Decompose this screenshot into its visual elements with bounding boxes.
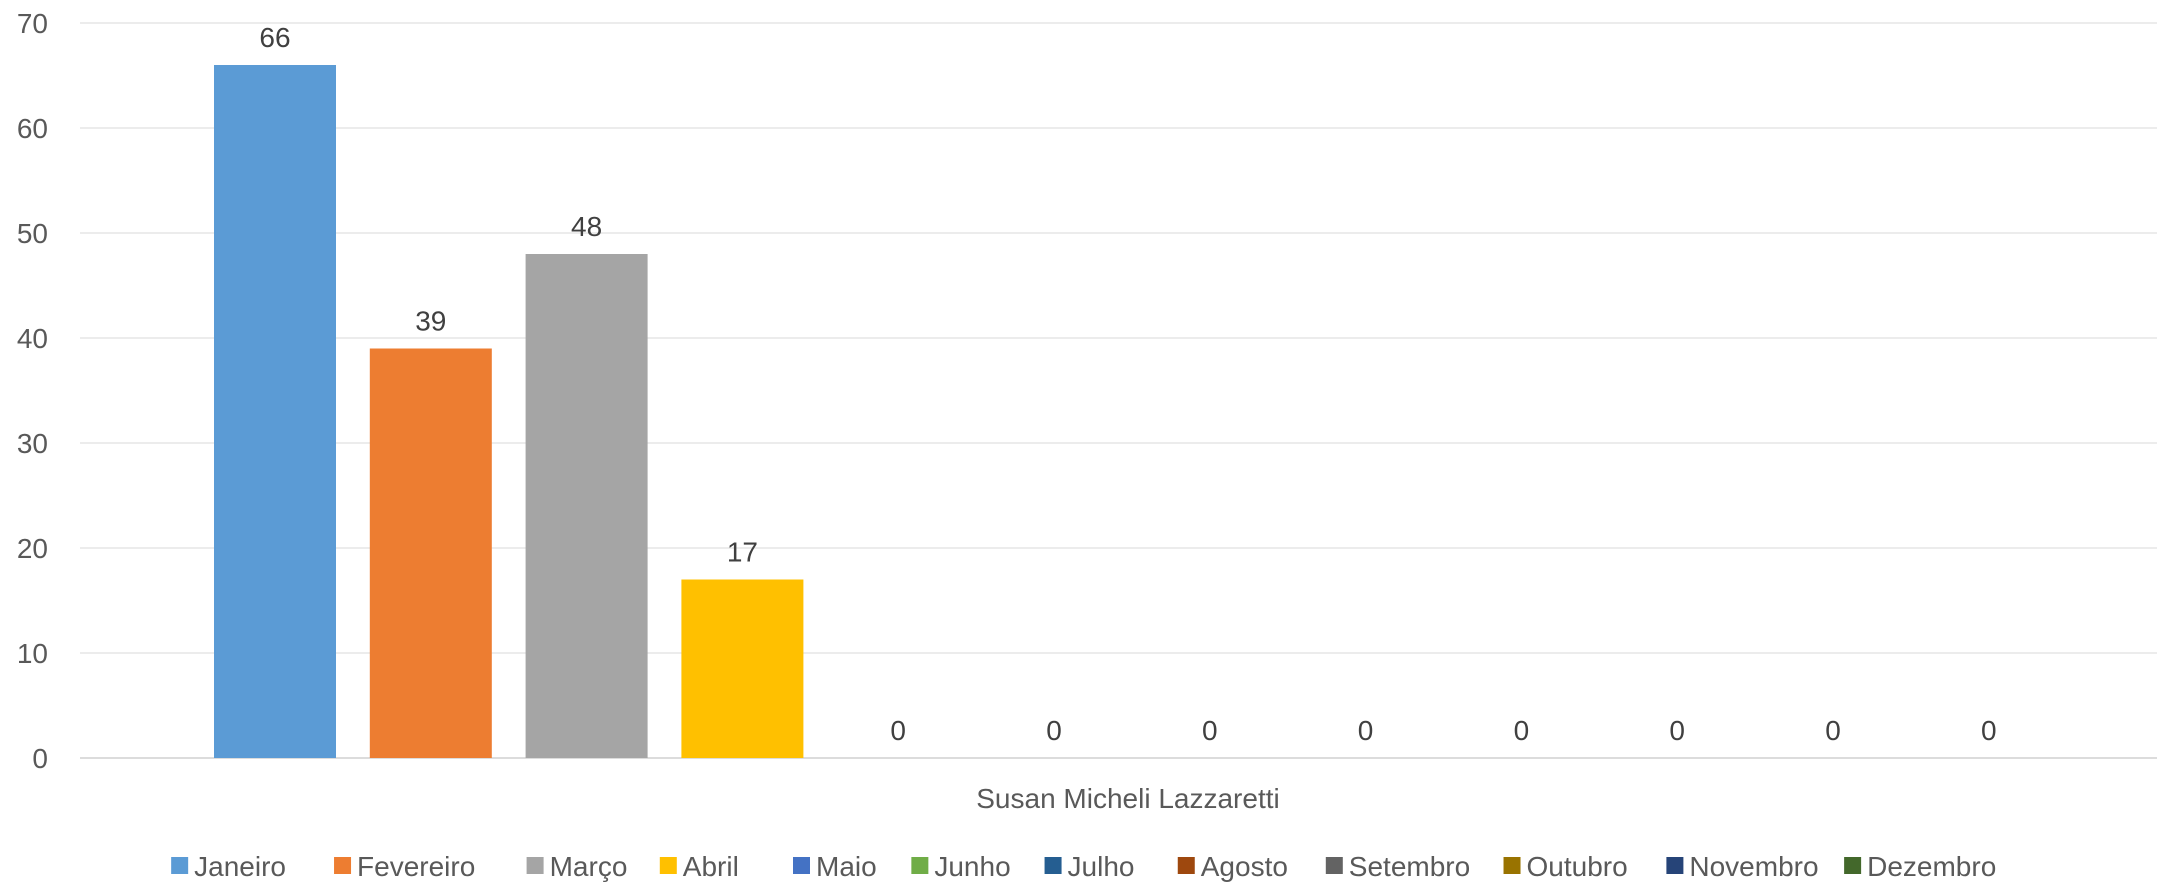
legend-label: Maio [816,851,877,882]
legend: Janeiro Fevereiro Março Abril Maio Junho Julho… [171,851,1996,882]
data-label: 66 [259,22,290,53]
legend-swatch [1177,857,1195,874]
data-label: 0 [1202,715,1218,746]
legend-swatch [1325,857,1343,874]
y-tick-label: 50 [17,218,48,249]
data-label: 0 [1981,715,1997,746]
legend-swatch [1044,857,1062,874]
legend-label: Janeiro [194,851,286,882]
data-label: 39 [415,306,446,337]
x-axis-label: Susan Micheli Lazzaretti [976,783,1279,814]
y-tick-label: 0 [32,743,48,774]
legend-label: Fevereiro [357,851,475,882]
y-axis: 0 10 20 30 40 50 60 70 [17,8,48,774]
legend-swatch [911,857,929,874]
data-label: 0 [1358,715,1374,746]
legend-swatch [1666,857,1684,874]
legend-swatch [334,857,352,874]
legend-label: Outubro [1527,851,1628,882]
y-tick-label: 60 [17,113,48,144]
legend-label: Junho [934,851,1010,882]
legend-swatch [171,857,189,874]
y-tick-label: 30 [17,428,48,459]
legend-label: Dezembro [1867,851,1996,882]
bar-março [525,254,648,758]
bar-janeiro [214,65,336,758]
legend-swatch [659,857,677,874]
data-label: 0 [1514,715,1530,746]
legend-label: Março [550,851,628,882]
data-label: 0 [1825,715,1841,746]
y-tick-label: 70 [17,8,48,39]
data-label: 48 [571,211,602,242]
y-tick-label: 40 [17,323,48,354]
legend-swatch [793,857,810,874]
bars [214,65,804,758]
y-tick-label: 20 [17,533,48,564]
legend-label: Agosto [1201,851,1288,882]
legend-label: Novembro [1689,851,1818,882]
bar-fevereiro [369,348,492,758]
bar-abril [681,579,804,758]
legend-swatch [526,857,544,874]
legend-label: Abril [683,851,739,882]
data-label: 0 [890,715,906,746]
legend-swatch [1503,857,1521,874]
legend-label: Julho [1068,851,1135,882]
y-tick-label: 10 [17,638,48,669]
data-label: 0 [1046,715,1062,746]
data-label: 17 [727,537,758,568]
data-labels: 66 39 48 17 0 0 0 0 0 0 0 0 [259,22,1996,746]
legend-label: Setembro [1349,851,1470,882]
data-label: 0 [1669,715,1685,746]
legend-swatch [1844,857,1862,874]
